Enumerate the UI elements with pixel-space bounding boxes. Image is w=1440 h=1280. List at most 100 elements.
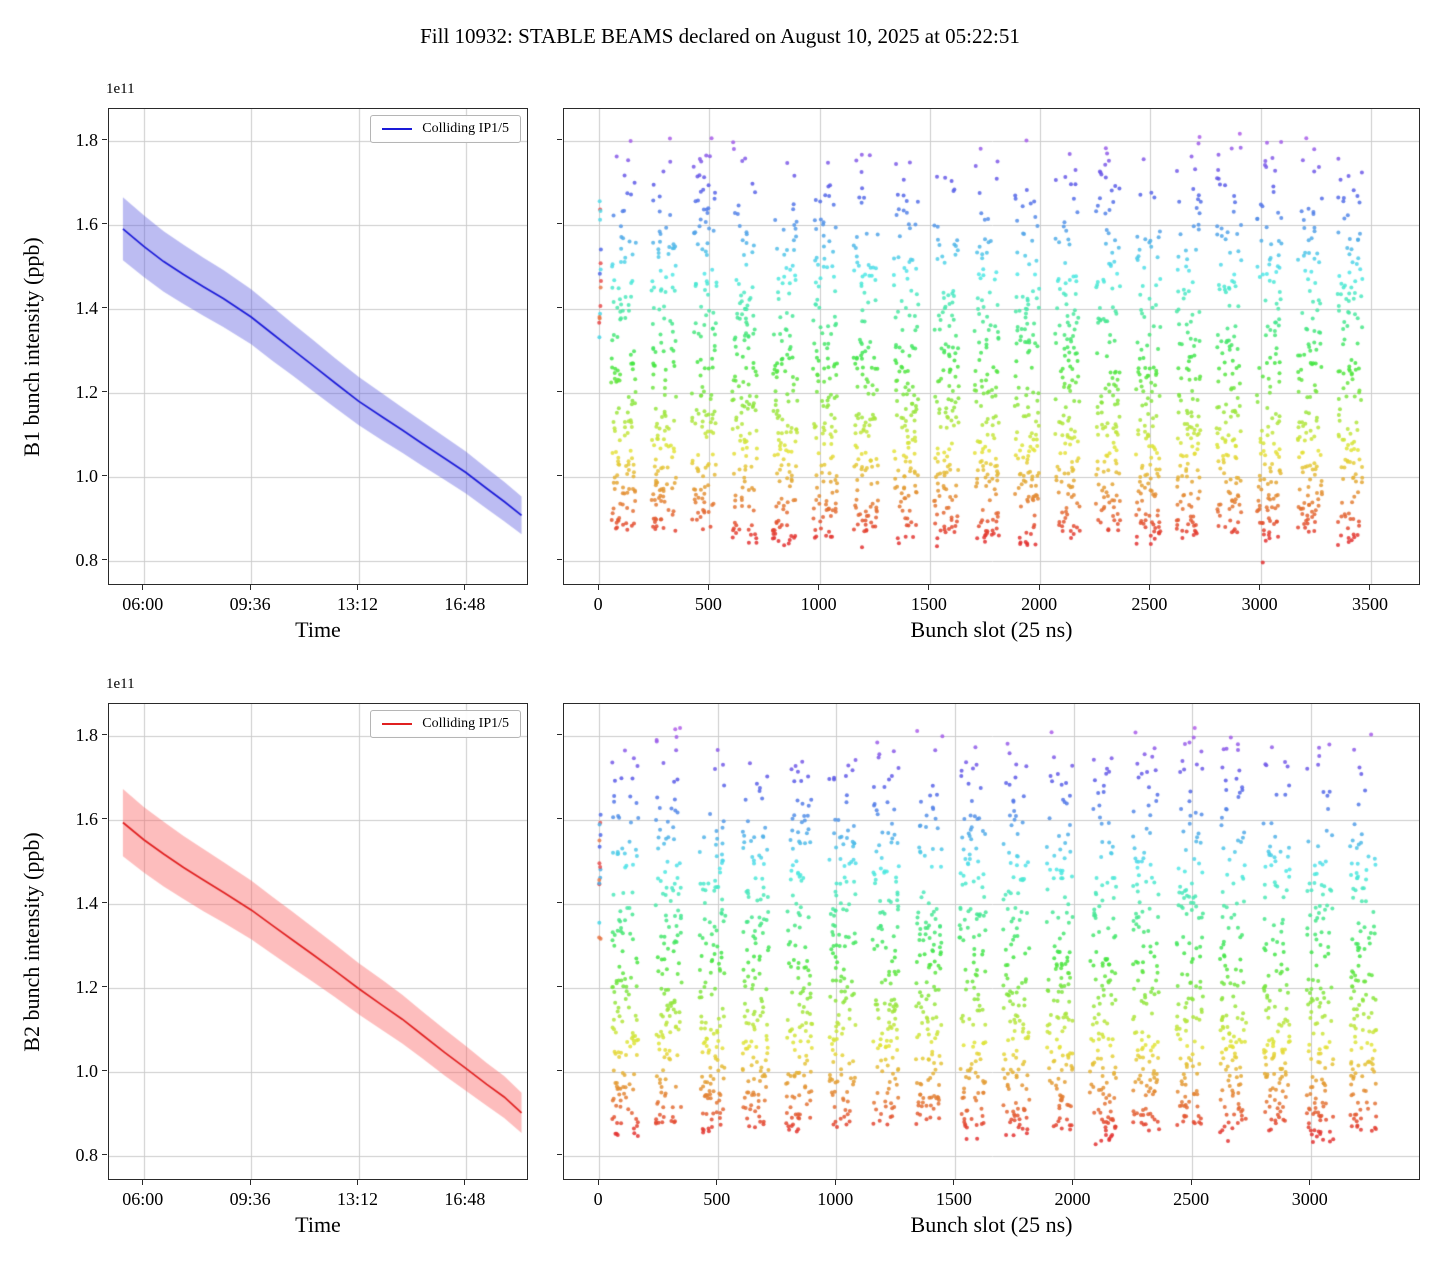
y-tick-mark (557, 902, 562, 904)
chart-canvas-b2_slots (564, 704, 1419, 1179)
legend-label: Colliding IP1/5 (422, 716, 509, 731)
y-tick-label: 1.2 (75, 976, 99, 997)
x-tick-mark (1309, 1180, 1311, 1185)
x-tick-mark (142, 585, 144, 590)
x-axis-label-b2_slots: Bunch slot (25 ns) (910, 1212, 1073, 1237)
y-tick-label: 1.4 (75, 892, 99, 913)
x-tick-label: 16:48 (444, 594, 486, 614)
x-tick-label: 2000 (1021, 594, 1058, 614)
x-tick-label: 0 (593, 1189, 603, 1209)
y-tick-label: 1.8 (75, 724, 99, 745)
y-offset-text-b2_time: 1e11 (106, 676, 135, 692)
x-tick-label: 0 (593, 594, 603, 614)
y-tick-mark (102, 139, 107, 141)
y-tick-label: 1.4 (75, 297, 99, 318)
y-tick-mark (102, 391, 107, 393)
x-tick-mark (597, 1180, 599, 1185)
x-tick-label: 1000 (800, 594, 837, 614)
x-tick-label: 06:00 (122, 1189, 164, 1209)
x-tick-label: 500 (703, 1189, 731, 1209)
x-tick-mark (1190, 1180, 1192, 1185)
y-tick-mark (557, 734, 562, 736)
y-offset-text-b1_time: 1e11 (106, 81, 135, 97)
x-tick-label: 1500 (910, 594, 947, 614)
x-tick-label: 13:12 (336, 1189, 378, 1209)
x-tick-mark (1369, 585, 1371, 590)
y-tick-mark (557, 1154, 562, 1156)
x-axis-label-b2_time: Time (295, 1212, 341, 1237)
chart-canvas-b1_time (109, 109, 527, 584)
y-tick-label: 1.6 (75, 808, 99, 829)
y-tick-mark (102, 1070, 107, 1072)
x-tick-mark (357, 1180, 358, 1185)
y-axis-label-b2_time: B2 bunch intensity (ppb) (19, 831, 44, 1052)
y-tick-mark (102, 986, 107, 988)
y-tick-label: 1.8 (75, 129, 99, 150)
y-axis-label-b1_time: B1 bunch intensity (ppb) (19, 236, 44, 457)
x-tick-mark (357, 585, 358, 590)
x-tick-mark (464, 585, 466, 590)
y-tick-mark (102, 734, 107, 736)
x-tick-label: 3000 (1241, 594, 1278, 614)
x-tick-mark (464, 1180, 466, 1185)
y-tick-label: 0.8 (75, 1144, 99, 1165)
y-tick-mark (557, 559, 562, 561)
figure-title: Fill 10932: STABLE BEAMS declared on Aug… (420, 24, 1020, 48)
x-tick-mark (249, 1180, 251, 1185)
x-tick-label: 09:36 (229, 594, 271, 614)
x-tick-label: 13:12 (336, 594, 378, 614)
x-tick-mark (597, 585, 599, 590)
y-tick-label: 1.2 (75, 381, 99, 402)
y-tick-label: 0.8 (75, 549, 99, 570)
x-tick-label: 2500 (1173, 1189, 1210, 1209)
x-tick-label: 3500 (1351, 594, 1388, 614)
legend-line-sample (382, 723, 413, 725)
chart-canvas-b2_time (109, 704, 527, 1179)
legend-box-b2_time: Colliding IP1/5 (370, 710, 521, 738)
y-tick-mark (102, 902, 107, 904)
legend-box-b1_time: Colliding IP1/5 (370, 115, 521, 143)
y-tick-mark (102, 818, 107, 820)
y-tick-mark (557, 986, 562, 988)
x-tick-mark (249, 585, 251, 590)
x-tick-mark (1038, 585, 1040, 590)
plot-area-b2_slots (563, 703, 1420, 1180)
x-tick-mark (928, 585, 930, 590)
chart-canvas-b1_slots (564, 109, 1419, 584)
y-tick-mark (557, 475, 562, 477)
y-tick-mark (557, 307, 562, 309)
x-tick-label: 1500 (935, 1189, 972, 1209)
y-tick-mark (102, 1154, 107, 1156)
x-tick-label: 16:48 (444, 1189, 486, 1209)
x-tick-label: 3000 (1291, 1189, 1328, 1209)
x-tick-mark (707, 585, 709, 590)
y-tick-label: 1.0 (75, 465, 99, 486)
x-tick-mark (1259, 585, 1261, 590)
x-tick-label: 1000 (817, 1189, 854, 1209)
x-tick-mark (953, 1180, 955, 1185)
x-tick-mark (818, 585, 820, 590)
plot-area-b1_time (108, 108, 528, 585)
y-tick-mark (557, 1070, 562, 1072)
y-tick-mark (102, 223, 107, 225)
x-tick-label: 06:00 (122, 594, 164, 614)
x-axis-label-b1_time: Time (295, 617, 341, 642)
x-tick-mark (1148, 585, 1150, 590)
y-tick-mark (102, 475, 107, 477)
y-tick-mark (557, 223, 562, 225)
plot-area-b1_slots (563, 108, 1420, 585)
x-tick-label: 09:36 (229, 1189, 271, 1209)
y-tick-label: 1.6 (75, 213, 99, 234)
y-tick-mark (557, 818, 562, 820)
y-tick-mark (102, 559, 107, 561)
x-tick-mark (1072, 1180, 1073, 1185)
x-tick-mark (834, 1180, 836, 1185)
y-tick-mark (557, 139, 562, 141)
x-tick-mark (716, 1180, 718, 1185)
x-tick-label: 500 (694, 594, 722, 614)
x-axis-label-b1_slots: Bunch slot (25 ns) (910, 617, 1073, 642)
legend-line-sample (382, 128, 413, 130)
plot-area-b2_time (108, 703, 528, 1180)
x-tick-label: 2000 (1054, 1189, 1091, 1209)
